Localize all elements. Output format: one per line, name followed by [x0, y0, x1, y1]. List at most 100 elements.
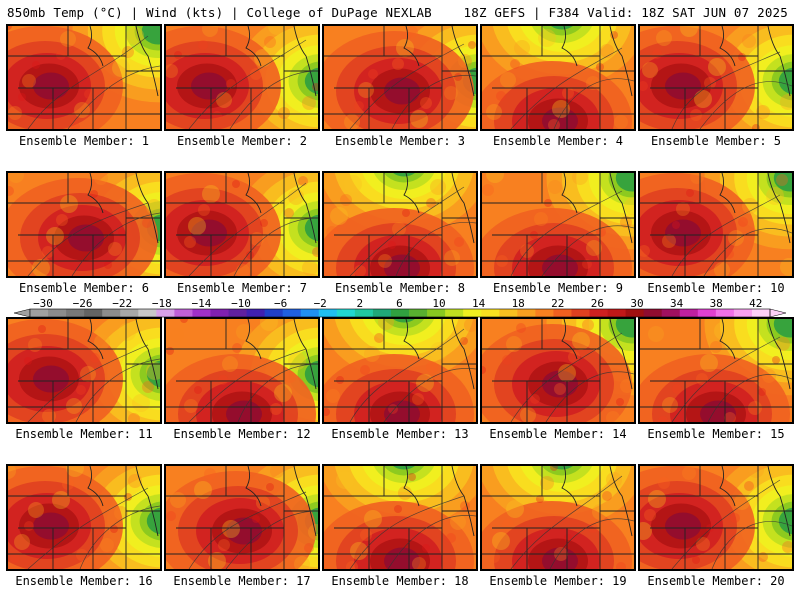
- colorbar-swatch: [679, 309, 699, 317]
- colorbar-tick-label: 6: [396, 297, 403, 310]
- map-canvas: [324, 319, 476, 422]
- ensemble-panel: Ensemble Member: 1: [6, 24, 162, 148]
- colorbar-swatch: [372, 309, 392, 317]
- map-canvas: [482, 466, 634, 569]
- colorbar-swatch: [102, 309, 121, 317]
- colorbar-swatch: [409, 309, 428, 317]
- temperature-map: [480, 464, 636, 571]
- map-canvas: [8, 26, 160, 129]
- colorbar-tick-label: 26: [591, 297, 604, 310]
- colorbar-swatch: [517, 309, 536, 317]
- colorbar-swatch: [66, 309, 85, 317]
- temperature-map: [6, 171, 162, 278]
- colorbar-swatch: [499, 309, 518, 317]
- temperature-colorbar: −30 −26 −22 −18 −14 −10 −6 −2 2 6 10 14 18 22 26 30 34 38…: [13, 297, 787, 318]
- colorbar-swatch: [156, 309, 175, 317]
- panel-label: Ensemble Member: 12: [173, 427, 311, 441]
- panel-label: Ensemble Member: 3: [334, 134, 466, 148]
- colorbar-swatch: [607, 309, 627, 317]
- colorbar-swatch: [427, 309, 446, 317]
- panel-label: Ensemble Member: 4: [492, 134, 624, 148]
- colorbar-swatch: [210, 309, 229, 317]
- temperature-map: [480, 24, 636, 131]
- panel-label: Ensemble Member: 20: [647, 574, 785, 588]
- ensemble-panel: Ensemble Member: 7: [164, 171, 320, 295]
- map-canvas: [324, 466, 476, 569]
- colorbar-tick-label: −14: [191, 297, 211, 310]
- colorbar-tick-label: −22: [112, 297, 132, 310]
- colorbar-tick-label: −30: [33, 297, 53, 310]
- colorbar-tick-label: 30: [630, 297, 643, 310]
- panel-label: Ensemble Member: 9: [492, 281, 624, 295]
- colorbar-swatch: [48, 309, 67, 317]
- ensemble-panel: Ensemble Member: 8: [322, 171, 478, 295]
- colorbar-right-arrow: [769, 308, 787, 318]
- panel-label: Ensemble Member: 17: [173, 574, 311, 588]
- colorbar-swatch: [318, 309, 338, 317]
- panel-label: Ensemble Member: 5: [650, 134, 782, 148]
- ensemble-panel: Ensemble Member: 10: [638, 171, 794, 295]
- colorbar-swatch: [589, 309, 608, 317]
- map-canvas: [482, 173, 634, 276]
- colorbar-tick-label: 14: [472, 297, 486, 310]
- ensemble-panel: Ensemble Member: 13: [322, 317, 478, 441]
- ensemble-panel: Ensemble Member: 18: [322, 464, 478, 588]
- ensemble-panel: Ensemble Member: 15: [638, 317, 794, 441]
- map-canvas: [324, 26, 476, 129]
- temperature-map: [164, 317, 320, 424]
- ensemble-panel: Ensemble Member: 3: [322, 24, 478, 148]
- colorbar-swatch: [571, 309, 590, 317]
- panel-label: Ensemble Member: 8: [334, 281, 466, 295]
- colorbar-swatch: [336, 309, 356, 317]
- temperature-map: [480, 171, 636, 278]
- colorbar-tick-label: 42: [749, 297, 762, 310]
- temperature-map: [6, 317, 162, 424]
- panel-label: Ensemble Member: 15: [647, 427, 785, 441]
- colorbar-swatch: [733, 309, 753, 317]
- map-canvas: [166, 466, 318, 569]
- map-canvas: [640, 466, 792, 569]
- ensemble-panel: Ensemble Member: 9: [480, 171, 636, 295]
- colorbar-swatch: [445, 309, 464, 317]
- colorbar-swatch: [625, 309, 645, 317]
- ensemble-panel: Ensemble Member: 2: [164, 24, 320, 148]
- panel-label: Ensemble Member: 2: [176, 134, 308, 148]
- colorbar-swatch: [246, 309, 266, 317]
- map-canvas: [8, 466, 160, 569]
- temperature-map: [6, 464, 162, 571]
- panel-label: Ensemble Member: 16: [15, 574, 153, 588]
- temperature-map: [638, 24, 794, 131]
- colorbar-swatch: [120, 309, 139, 317]
- colorbar-swatch: [192, 309, 211, 317]
- colorbar-swatch: [661, 309, 681, 317]
- ensemble-panel: Ensemble Member: 4: [480, 24, 636, 148]
- ensemble-panel: Ensemble Member: 5: [638, 24, 794, 148]
- map-canvas: [166, 319, 318, 422]
- panel-label: Ensemble Member: 11: [15, 427, 153, 441]
- map-canvas: [640, 26, 792, 129]
- map-canvas: [166, 173, 318, 276]
- colorbar-tick-label: −26: [73, 297, 93, 310]
- panel-label: Ensemble Member: 19: [489, 574, 627, 588]
- colorbar-swatch: [643, 309, 663, 317]
- colorbar-swatch: [535, 309, 554, 317]
- temperature-map: [322, 464, 478, 571]
- colorbar-swatch: [697, 309, 717, 317]
- colorbar-swatch: [463, 309, 482, 317]
- temperature-map: [164, 464, 320, 571]
- map-canvas: [324, 173, 476, 276]
- map-canvas: [8, 319, 160, 422]
- map-canvas: [640, 173, 792, 276]
- ensemble-panel: Ensemble Member: 11: [6, 317, 162, 441]
- colorbar-swatch: [84, 309, 103, 317]
- colorbar-swatch: [174, 309, 193, 317]
- colorbar-tick-label: 18: [512, 297, 525, 310]
- temperature-map: [6, 24, 162, 131]
- panel-label: Ensemble Member: 1: [18, 134, 150, 148]
- colorbar-swatch: [282, 309, 302, 317]
- colorbar-tick-label: −18: [152, 297, 172, 310]
- panel-label: Ensemble Member: 10: [647, 281, 785, 295]
- colorbar-tick-label: 10: [432, 297, 445, 310]
- colorbar-tick-label: −10: [231, 297, 251, 310]
- colorbar-swatch: [751, 309, 771, 317]
